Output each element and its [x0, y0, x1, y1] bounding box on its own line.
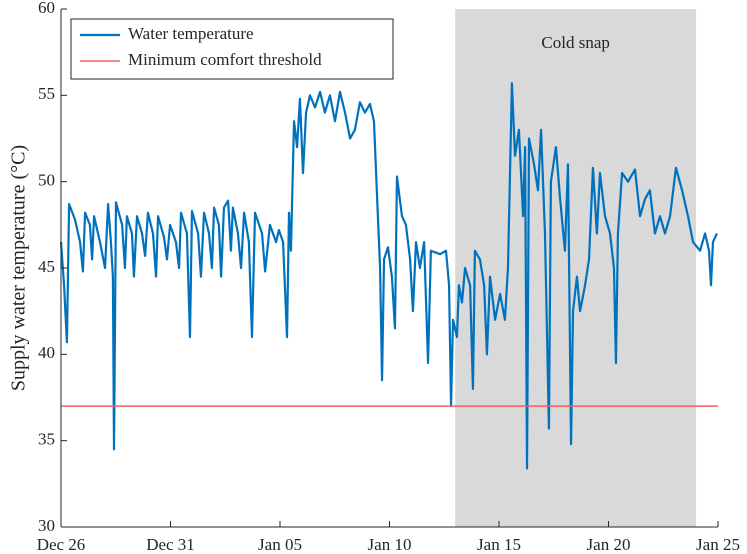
y-tick-label: 40	[38, 343, 55, 362]
legend-label: Water temperature	[128, 24, 254, 43]
y-tick-label: 30	[38, 516, 55, 535]
y-tick-label: 55	[38, 84, 55, 103]
shaded-region	[455, 9, 697, 527]
x-tick-label: Jan 10	[368, 535, 412, 554]
y-axis-label: Supply water temperature (°C)	[8, 145, 30, 391]
annotation: Cold snap	[541, 33, 609, 52]
x-tick-label: Dec 31	[146, 535, 195, 554]
x-tick-label: Jan 20	[587, 535, 631, 554]
y-tick-label: 50	[38, 171, 55, 190]
legend: Water temperature Minimum comfort thresho…	[70, 18, 394, 80]
x-tick-label: Jan 15	[477, 535, 521, 554]
legend-label: Minimum comfort threshold	[128, 50, 322, 69]
x-tick-label: Jan 05	[258, 535, 302, 554]
data-line	[59, 82, 718, 470]
y-tick-label: 45	[38, 257, 55, 276]
y-tick-label: 35	[38, 430, 55, 449]
legend-box	[70, 18, 394, 80]
x-tick-label: Dec 26	[37, 535, 86, 554]
x-tick-label: Jan 25	[696, 535, 740, 554]
y-tick-label: 60	[38, 0, 55, 17]
